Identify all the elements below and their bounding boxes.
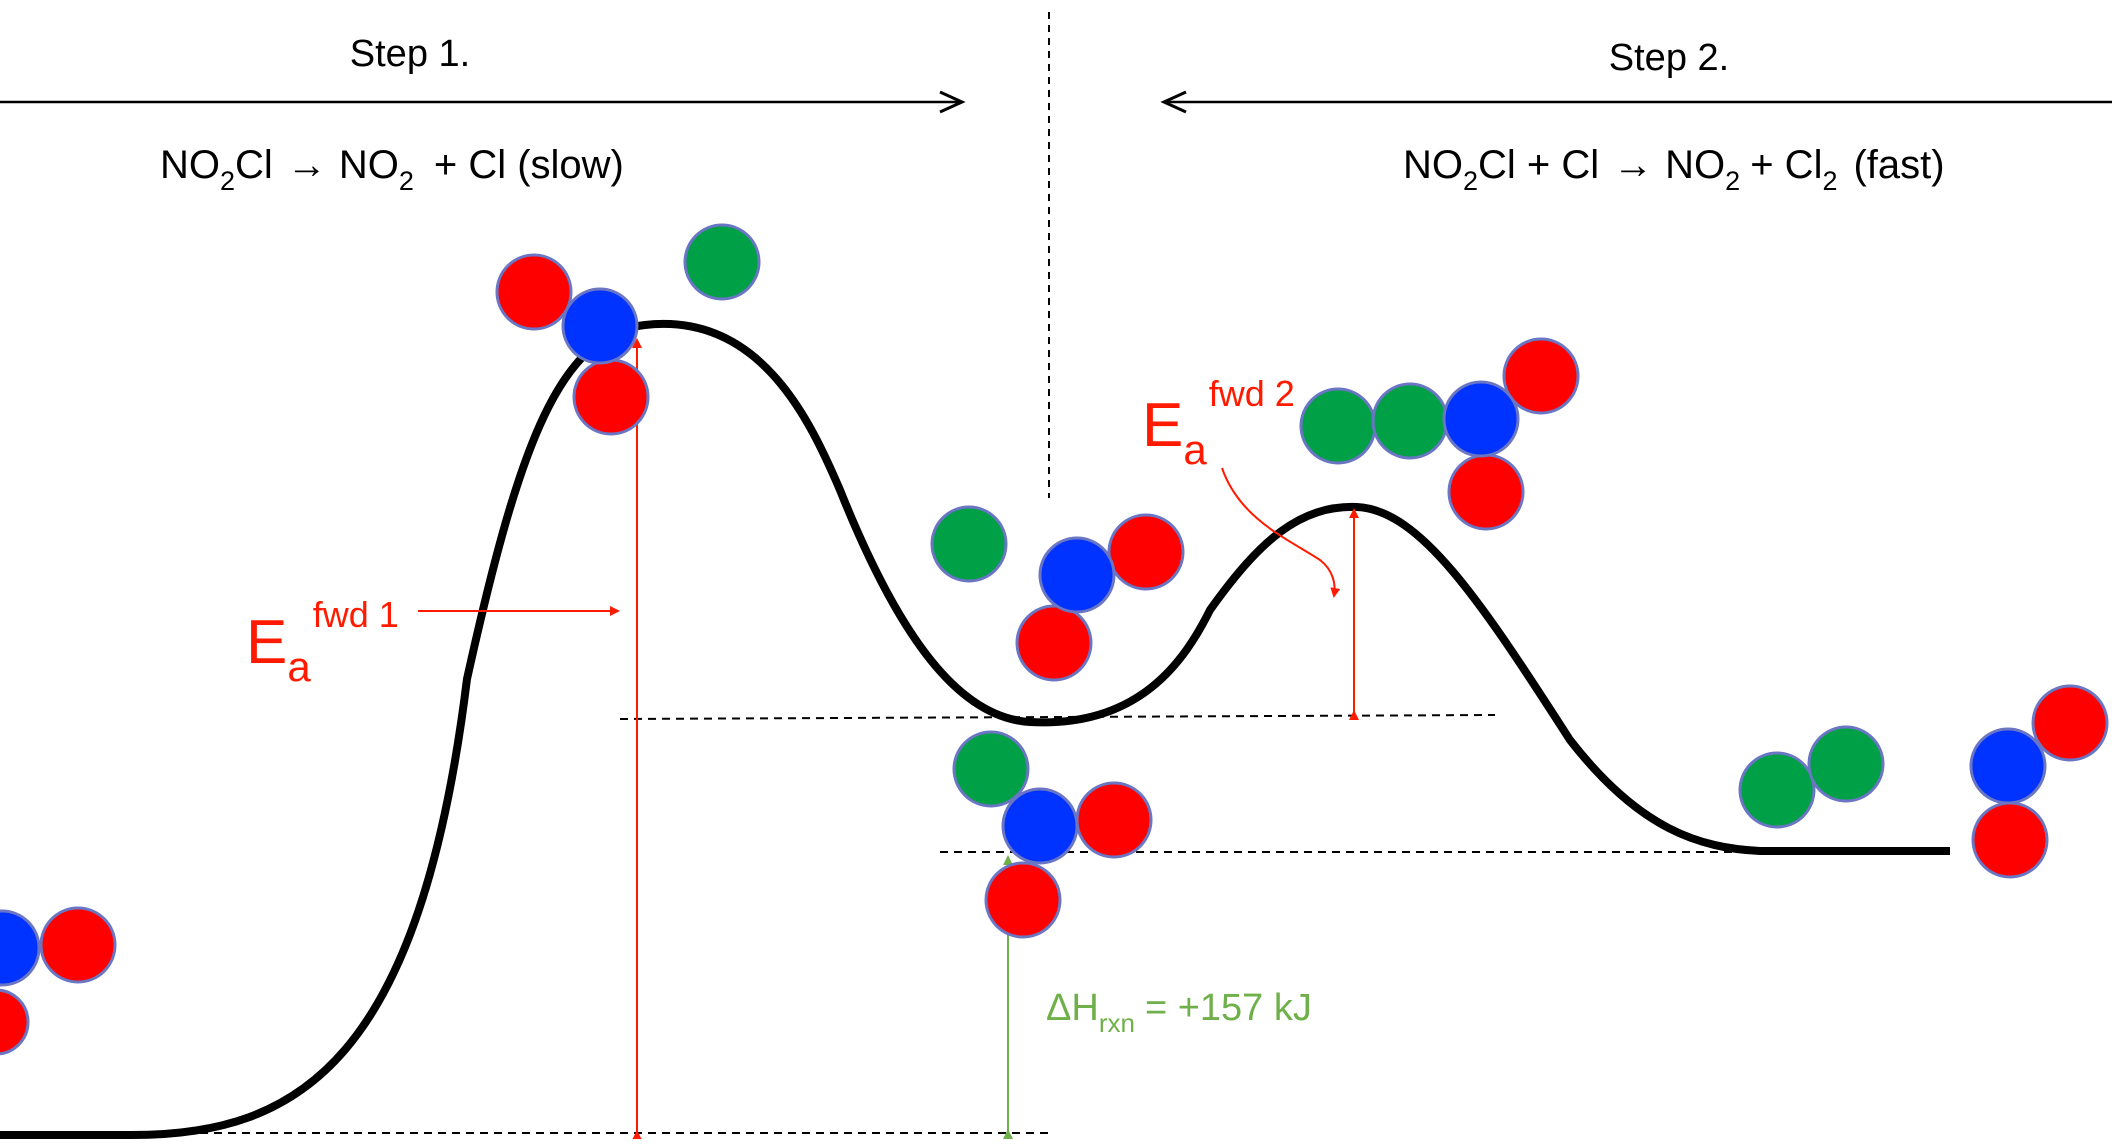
- transition-state-1-molecule: [495, 223, 761, 436]
- delta-h-label: ΔHrxn = +157 kJ: [1046, 987, 1312, 1038]
- nitrogen-atom: [1442, 380, 1520, 458]
- chlorine-atom: [683, 223, 761, 301]
- oxygen-atom: [1447, 453, 1525, 531]
- chlorine-atom: [1807, 725, 1885, 803]
- chlorine-atom: [1299, 387, 1377, 465]
- nitrogen-atom: [0, 909, 41, 987]
- intermediate-molecule-lower: [952, 730, 1153, 939]
- step2-arrow: [1160, 90, 2112, 114]
- oxygen-atom: [1015, 604, 1093, 682]
- oxygen-atom: [572, 358, 650, 436]
- oxygen-atom: [495, 253, 573, 331]
- ea2-label: Eafwd 2: [1142, 373, 1295, 473]
- chlorine-atom: [930, 505, 1008, 583]
- step2-equation: NO2Cl + Cl → NO2 + Cl2 (fast): [1403, 143, 1945, 196]
- ea2-pointer: [1221, 467, 1341, 598]
- nitrogen-atom: [561, 287, 639, 365]
- product-no2-molecule: [1969, 684, 2109, 879]
- ea1-label: Eafwd 1: [246, 594, 399, 690]
- oxygen-atom: [984, 861, 1062, 939]
- chlorine-atom: [1371, 382, 1449, 460]
- oxygen-atom: [2031, 684, 2109, 762]
- oxygen-atom: [1075, 781, 1153, 859]
- intermediate-molecule-upper: [930, 505, 1185, 682]
- molecules: [0, 223, 2109, 1056]
- product-cl2-molecule: [1738, 725, 1885, 829]
- chlorine-atom: [1738, 751, 1816, 829]
- oxygen-atom: [1971, 801, 2049, 879]
- step1-arrow: [0, 90, 966, 114]
- oxygen-atom: [39, 906, 117, 984]
- reactant-molecule: [0, 906, 117, 1056]
- nitrogen-atom: [1038, 536, 1116, 614]
- transition-state-2-molecule: [1299, 337, 1580, 531]
- step2-title: Step 2.: [1609, 37, 1729, 79]
- nitrogen-atom: [1969, 727, 2047, 805]
- chlorine-atom: [952, 730, 1030, 808]
- nitrogen-atom: [1001, 787, 1079, 865]
- oxygen-atom: [1502, 337, 1580, 415]
- step1-title: Step 1.: [350, 33, 470, 75]
- step1-equation: NO2Cl → NO2 + Cl (slow): [160, 143, 624, 196]
- oxygen-atom: [1107, 513, 1185, 591]
- energy-curve: [0, 319, 1950, 1139]
- oxygen-atom: [0, 988, 30, 1056]
